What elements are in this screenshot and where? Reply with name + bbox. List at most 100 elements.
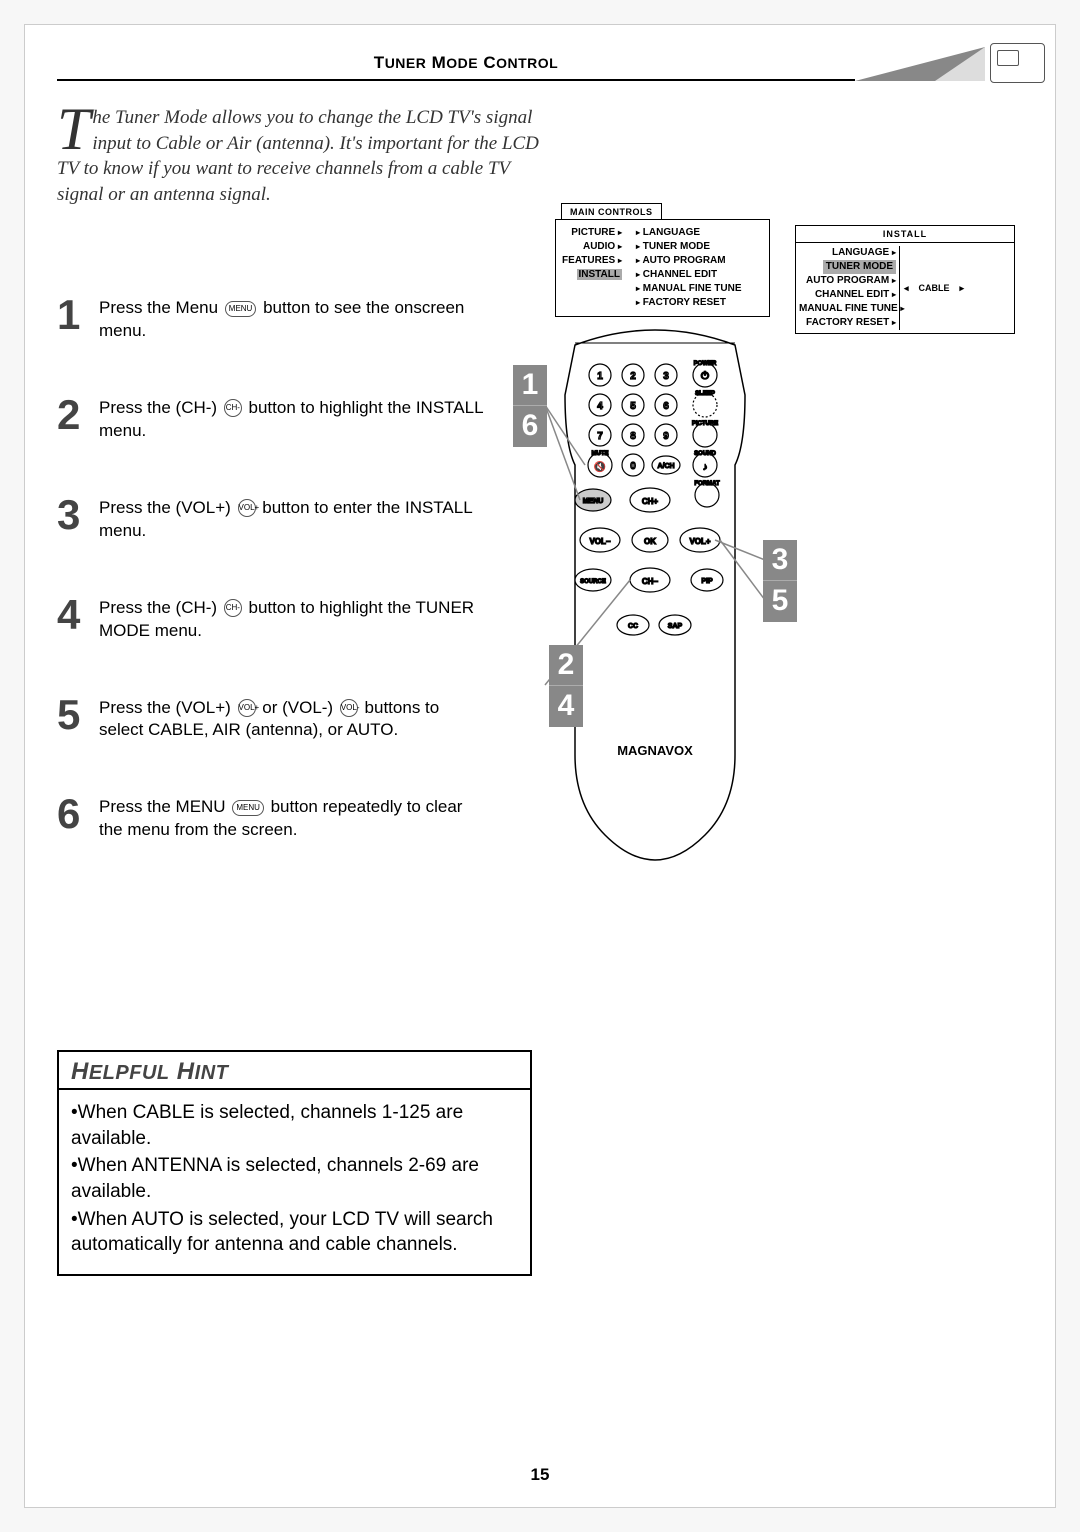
osd-item-selected: INSTALL [577,269,622,280]
osd-value: ◂ CABLE ▸ [904,246,964,330]
vol-plus-icon: VOL+ [238,499,256,517]
step-item: 6 Press the MENU MENU button repeatedly … [57,794,487,842]
vol-plus-icon: VOL+ [238,699,256,717]
step-item: 5 Press the (VOL+) VOL+ or (VOL-) VOL- b… [57,695,487,743]
header-band: TUNER MODE CONTROL [57,53,1055,87]
callout-number: 6 [513,405,547,445]
header-decor [935,47,985,81]
osd-install: INSTALL LANGUAGE ▸ TUNER MODE AUTO PROGR… [795,225,1015,334]
osd-value-text: CABLE [919,283,950,293]
hint-h: INT [195,1062,229,1084]
manual-page: TUNER MODE CONTROL The Tuner Mode allows… [24,24,1056,1508]
osd-item: AUDIO [583,241,615,252]
osd-item: AUTO PROGRAM [806,275,889,286]
remote-mini-icon [990,43,1045,83]
page-number: 15 [25,1465,1055,1485]
menu-button-icon: MENU [232,800,264,816]
step-pre: Press the Menu [99,298,223,317]
svg-text:A/CH: A/CH [657,463,674,470]
svg-text:♪: ♪ [703,462,708,473]
step-item: 4 Press the (CH-) CH- button to highligh… [57,595,487,643]
osd-item: MANUAL FINE TUNE [643,283,742,294]
step-text: Press the (CH-) CH- button to highlight … [99,395,487,443]
svg-text:0: 0 [630,461,636,472]
osd-item: LANGUAGE [643,227,700,238]
callout-box: 2 4 [549,645,583,727]
osd-item: FACTORY RESET [643,297,726,308]
vol-minus-icon: VOL- [340,699,358,717]
svg-text:MENU: MENU [583,498,604,505]
intro-text: he Tuner Mode allows you to change the L… [57,107,539,205]
osd-item: PICTURE [571,227,615,238]
step-item: 2 Press the (CH-) CH- button to highligh… [57,395,487,443]
step-pre: Press the (VOL+) [99,698,236,717]
svg-text:PIP: PIP [701,578,713,585]
step-number: 4 [57,595,99,635]
step-number: 5 [57,695,99,735]
svg-text:7: 7 [597,431,603,442]
hint-bullet: •When ANTENNA is selected, channels 2-69… [71,1153,518,1204]
step-pre: Press the (CH-) [99,598,222,617]
chevron-right-icon: ▸ [618,228,622,237]
svg-text:CC: CC [628,623,638,630]
chevron-right-icon: ▸ [636,242,640,251]
osd-title: INSTALL [795,225,1015,243]
steps-list: 1 Press the Menu MENU button to see the … [57,295,487,894]
osd-item-selected: TUNER MODE [823,260,896,274]
svg-text:9: 9 [663,431,669,442]
ch-minus-icon: CH- [224,599,242,617]
osd-item: CHANNEL EDIT [815,289,889,300]
svg-text:CH+: CH+ [642,497,659,506]
hint-h: H [177,1058,195,1085]
chevron-right-icon: ▸ [618,242,622,251]
intro-paragraph: The Tuner Mode allows you to change the … [57,105,557,208]
osd-item: LANGUAGE [832,247,889,258]
svg-text:⏻: ⏻ [701,370,709,382]
chevron-left-icon: ◂ [904,283,909,294]
svg-text:8: 8 [630,431,636,442]
osd-right-col: ▸ LANGUAGE ▸ TUNER MODE ▸ AUTO PROGRAM ▸… [634,224,765,312]
callout-number: 3 [763,540,797,580]
step-number: 1 [57,295,99,335]
osd-body: PICTURE ▸ AUDIO ▸ FEATURES ▸ INSTALL ▸ L… [555,219,770,317]
svg-text:OK: OK [644,537,656,546]
hint-bullet: •When AUTO is selected, your LCD TV will… [71,1207,518,1258]
chevron-right-icon: ▸ [636,298,640,307]
callout-box: 1 6 [513,365,547,447]
ch-minus-icon: CH- [224,399,242,417]
step-number: 2 [57,395,99,435]
svg-text:PICTURE: PICTURE [692,421,718,427]
step-text: Press the Menu MENU button to see the on… [99,295,487,343]
osd-item: TUNER MODE [643,241,710,252]
callout-box: 3 5 [763,540,797,622]
step-pre: Press the (CH-) [99,398,222,417]
chevron-right-icon: ▸ [636,228,640,237]
hint-h: H [71,1058,89,1085]
svg-text:POWER: POWER [694,361,717,367]
svg-text:CH−: CH− [642,577,659,586]
svg-text:FORMAT: FORMAT [694,481,720,487]
osd-right-col: ◂ CABLE ▸ [899,246,1011,330]
svg-text:MUTE: MUTE [592,451,609,457]
svg-text:SLEEP: SLEEP [695,391,715,397]
chevron-right-icon: ▸ [636,284,640,293]
step-text: Press the (VOL+) VOL+ or (VOL-) VOL- but… [99,695,487,743]
osd-item: MANUAL FINE TUNE [799,303,898,314]
svg-text:SOURCE: SOURCE [580,579,606,585]
menu-button-icon: MENU [225,301,257,317]
osd-divider [624,224,634,312]
chevron-right-icon: ▸ [892,248,896,257]
svg-text:SAP: SAP [668,623,683,630]
title-part: ODE [446,55,478,71]
hint-heading: HELPFUL HINT [71,1058,228,1085]
helpful-hint-box: HELPFUL HINT •When CABLE is selected, ch… [57,1050,532,1276]
step-post: or (VOL-) [258,698,338,717]
section-title: TUNER MODE CONTROL [57,53,875,73]
osd-item: CHANNEL EDIT [643,269,717,280]
dropcap: T [57,105,92,153]
svg-text:3: 3 [663,371,669,382]
callout-number: 2 [549,645,583,685]
svg-text:MAGNAVOX: MAGNAVOX [617,743,693,758]
hint-heading-wrap: HELPFUL HINT [59,1052,530,1090]
step-pre: Press the MENU [99,797,230,816]
